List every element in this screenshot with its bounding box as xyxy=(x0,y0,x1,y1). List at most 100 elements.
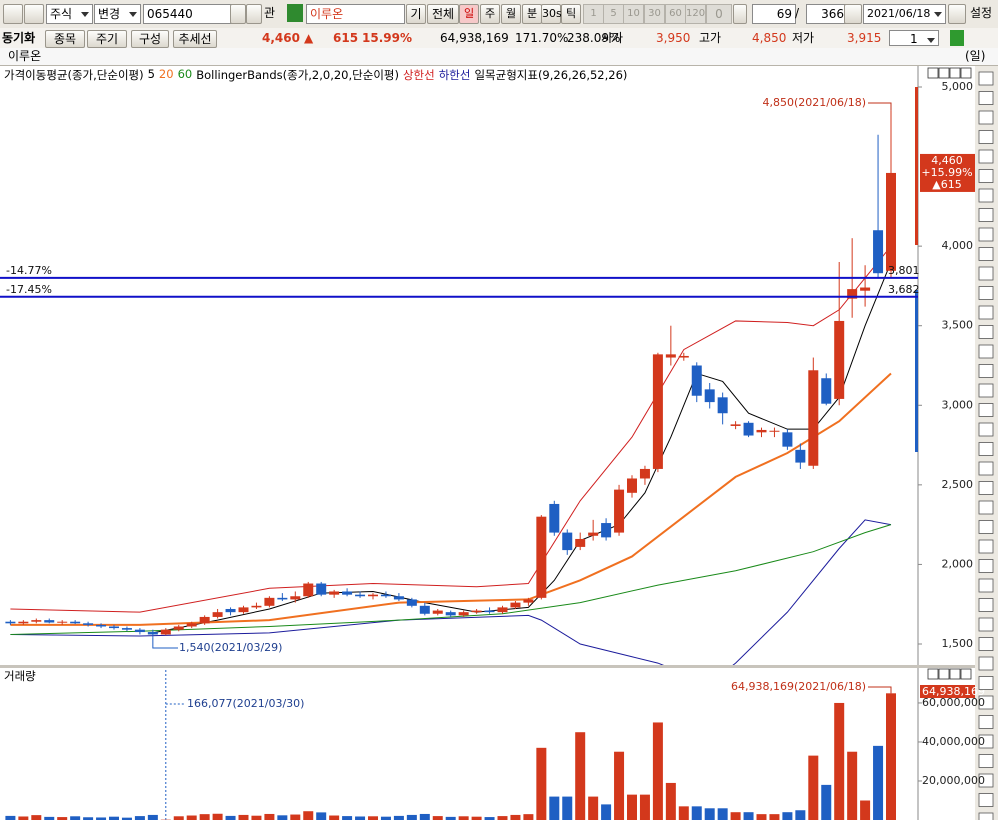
volume-bar xyxy=(704,808,715,820)
pane-button xyxy=(938,668,950,680)
volume-bar xyxy=(419,813,430,820)
volume-bar xyxy=(860,800,871,820)
candle-body xyxy=(549,503,560,533)
minute-button[interactable]: 5 xyxy=(603,4,624,24)
range-bar-down xyxy=(915,290,918,452)
period-button[interactable]: 분 xyxy=(522,4,542,24)
volume-min-line xyxy=(165,670,185,820)
pane-button xyxy=(949,668,961,680)
minute-button[interactable]: 1 xyxy=(583,4,604,24)
market-select[interactable]: 주식 xyxy=(46,4,93,24)
icon-button[interactable] xyxy=(3,4,23,24)
sync-label[interactable]: 동기화 xyxy=(2,31,36,45)
stock-name: 이루온 xyxy=(306,4,405,24)
candle-body xyxy=(860,287,871,291)
info-button[interactable]: 종목 xyxy=(45,30,85,48)
all-button[interactable]: 전체 xyxy=(427,4,459,24)
tool-icon xyxy=(978,481,994,495)
candle-body xyxy=(173,626,184,630)
overlay: -14.77% 3,801 -17.45% 3,682 4,850(2021/06/18… xyxy=(0,96,985,820)
icon-button[interactable] xyxy=(24,4,44,24)
candle-body xyxy=(199,616,210,624)
volume-bar xyxy=(212,813,223,820)
y-tick-label: 5,000 xyxy=(942,80,974,93)
candle-body xyxy=(147,632,158,635)
price-pane xyxy=(5,110,896,665)
volume-bar xyxy=(83,817,94,820)
tool-icon xyxy=(978,715,994,729)
title-bar: 이루온 (일) xyxy=(0,48,998,66)
tool-icon xyxy=(978,695,994,710)
volume-bar xyxy=(756,814,767,820)
volume-bar xyxy=(510,814,521,820)
candle-body xyxy=(639,468,650,479)
period-button[interactable]: 일 xyxy=(459,4,479,24)
candle-body xyxy=(251,605,262,608)
minute-button[interactable]: 10 xyxy=(623,4,644,24)
period-button[interactable]: 주 xyxy=(480,4,500,24)
spin-button[interactable] xyxy=(230,4,246,24)
volume-bar xyxy=(834,702,845,820)
date-input[interactable]: 2021/06/18 xyxy=(863,4,946,24)
icon-button[interactable] xyxy=(844,4,862,24)
volume-bar xyxy=(57,817,68,820)
icon-button[interactable] xyxy=(287,4,303,22)
volume-bar xyxy=(303,811,314,820)
basic-button[interactable]: 기 xyxy=(406,4,426,24)
tool-icon xyxy=(978,676,994,690)
volume-bar xyxy=(886,693,896,820)
candle-body xyxy=(212,612,223,617)
period-button[interactable]: 월 xyxy=(501,4,521,24)
volume-last-label: 64,938,169 xyxy=(922,685,985,698)
settings-button[interactable]: 설정 xyxy=(970,6,993,20)
info-button[interactable]: 추세선 xyxy=(173,30,217,48)
volume-bar xyxy=(329,815,340,820)
tool-icon xyxy=(978,461,994,476)
candle-body xyxy=(419,605,430,614)
code-input[interactable]: 065440 xyxy=(143,4,232,24)
tool-icon xyxy=(978,539,994,554)
period-button[interactable]: 틱 xyxy=(561,4,581,24)
count-input[interactable]: 69 xyxy=(752,4,796,24)
change: 615 xyxy=(333,31,359,45)
watch-button[interactable]: 관 xyxy=(264,6,276,20)
total-field: 366 xyxy=(806,4,848,24)
minute-button[interactable]: 60 xyxy=(665,4,686,24)
search-button[interactable] xyxy=(246,4,262,24)
change-select[interactable]: 변경 xyxy=(94,4,141,24)
y-tick-label: 20,000,000 xyxy=(922,774,985,787)
volume-bar xyxy=(393,815,404,820)
volume-min-note: 166,077(2021/03/30) xyxy=(187,697,304,710)
tool-icon xyxy=(978,754,994,768)
tool-icon xyxy=(978,500,994,515)
info-button[interactable]: 주기 xyxy=(87,30,127,48)
volume-bar xyxy=(31,815,42,820)
volume-last-tag xyxy=(920,685,975,698)
range-bar-up xyxy=(915,87,918,245)
info-bar: 동기화 종목 주기 구성 추세선 4,460 ▲ 615 15.99% 64,938,… xyxy=(0,28,998,49)
icon-button[interactable] xyxy=(948,4,966,24)
current-price: 4,460 xyxy=(931,154,963,167)
high-note-line xyxy=(868,102,892,111)
tool-icon xyxy=(978,559,994,573)
period-button[interactable]: 30s xyxy=(541,4,562,24)
minute-button[interactable]: 30 xyxy=(644,4,665,24)
tool-icon xyxy=(978,110,994,125)
candle-body xyxy=(18,621,29,624)
tool-icon xyxy=(978,305,994,320)
candle-body xyxy=(808,370,819,466)
volume-bar xyxy=(458,816,469,820)
candle-body xyxy=(575,538,586,547)
add-button[interactable] xyxy=(950,30,964,46)
spin-button[interactable] xyxy=(733,4,747,24)
zero-button[interactable]: 0 xyxy=(706,4,732,24)
tool-icon xyxy=(978,598,994,612)
layout-select[interactable]: 1 xyxy=(889,30,939,46)
change-pct: 15.99% xyxy=(362,31,412,45)
y-tick-label: 3,000 xyxy=(942,398,974,411)
legend-label: BollingerBands(종가,2,0,20,단순이평) xyxy=(196,68,399,82)
minute-button[interactable]: 120 xyxy=(685,4,706,24)
info-button[interactable]: 구성 xyxy=(131,30,169,48)
candle-body xyxy=(510,602,521,608)
tool-icon xyxy=(978,247,994,261)
